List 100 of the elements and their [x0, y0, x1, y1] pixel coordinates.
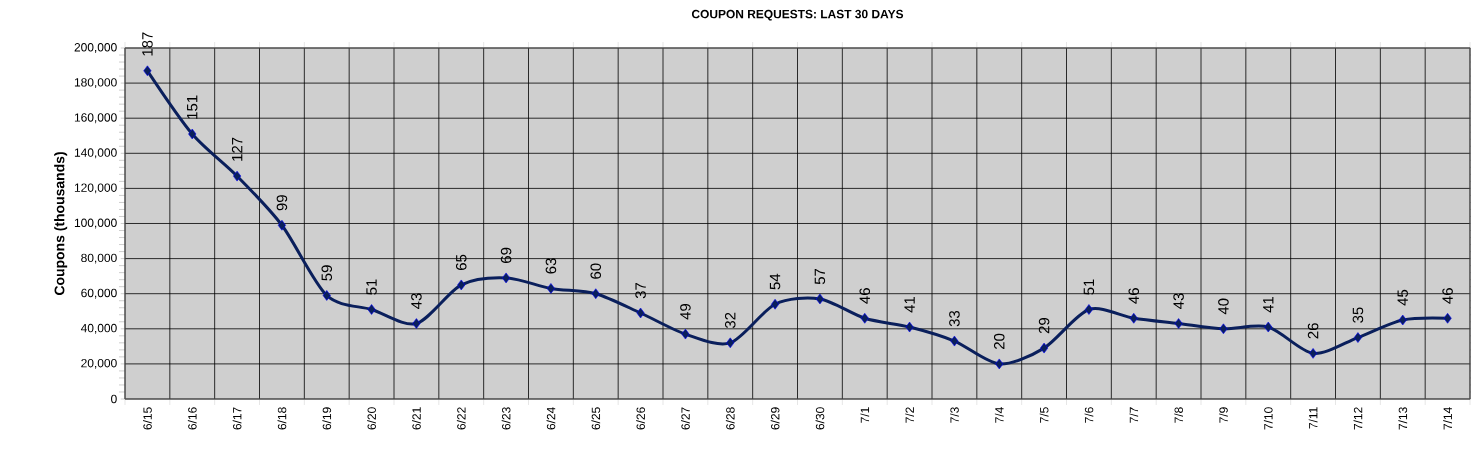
point [1219, 323, 1228, 335]
point [950, 335, 959, 347]
annotation: 33 [949, 310, 960, 327]
x-tick-label: 6/18 [277, 407, 287, 430]
point [1353, 332, 1362, 343]
y-tick-label: 160,000 [74, 113, 117, 124]
y-tick-label: 100,000 [74, 218, 117, 229]
point [905, 321, 914, 333]
x-tick-label: 6/16 [187, 407, 197, 430]
annotation: 43 [1173, 293, 1184, 309]
annotation: 187 [142, 32, 153, 56]
annotation: 29 [1038, 318, 1050, 334]
x-tick-label: 6/20 [367, 407, 376, 430]
point [726, 337, 735, 349]
x-tick-label: 7/4 [994, 407, 1004, 423]
x-tick-label: 6/29 [770, 407, 780, 430]
annotation: 69 [500, 247, 512, 263]
annotation: 49 [680, 303, 691, 320]
annotation: 60 [590, 263, 602, 279]
x-tick-label: 7/8 [1174, 407, 1183, 423]
point [277, 219, 286, 231]
point [591, 288, 600, 299]
point [546, 283, 555, 294]
annotation: 63 [545, 258, 557, 274]
x-tick-label: 7/6 [1084, 407, 1094, 423]
chart-title: COUPON REQUESTS: LAST 30 DAYS [691, 9, 904, 21]
y-tick-label: 80,000 [81, 253, 117, 264]
point [771, 298, 780, 310]
x-tick-label: 7/14 [1443, 407, 1452, 430]
annotation: 127 [231, 137, 243, 161]
y-tick-label: 0 [111, 394, 117, 404]
point [367, 304, 376, 315]
point [188, 128, 197, 140]
x-tick-label: 6/19 [322, 407, 332, 430]
point [1264, 321, 1273, 333]
x-tick-label: 6/17 [232, 407, 242, 430]
y-tick-label: 120,000 [74, 183, 117, 194]
annotation: 43 [411, 293, 422, 309]
annotation: 65 [455, 254, 467, 270]
annotation: 37 [635, 282, 646, 299]
annotation: 59 [321, 265, 333, 281]
annotation: 20 [993, 333, 1005, 349]
annotation: 54 [769, 273, 781, 290]
x-tick-label: 6/21 [412, 407, 421, 430]
point [412, 318, 421, 329]
x-tick-label: 6/23 [501, 407, 511, 430]
x-tick-label: 7/1 [860, 407, 870, 423]
x-tick-label: 7/3 [950, 407, 959, 423]
y-axis-title: Coupons (thousands) [54, 152, 68, 295]
x-tick-label: 7/2 [905, 407, 914, 423]
annotation: 51 [1083, 279, 1095, 295]
annotation: 26 [1307, 323, 1319, 339]
annotation: 41 [1263, 296, 1274, 313]
x-tick-label: 7/12 [1353, 407, 1363, 430]
point [322, 290, 331, 301]
x-tick-label: 7/11 [1308, 407, 1318, 429]
x-tick-label: 7/5 [1039, 407, 1049, 423]
point [636, 307, 645, 319]
point [1309, 348, 1318, 359]
x-tick-label: 6/22 [456, 407, 466, 430]
point [1129, 312, 1138, 324]
point [233, 170, 242, 182]
annotation: 32 [724, 312, 736, 329]
point [1084, 304, 1093, 315]
point [860, 312, 869, 324]
x-tick-label: 6/30 [815, 407, 825, 430]
annotation: 46 [1128, 288, 1140, 304]
x-tick-label: 6/28 [725, 407, 735, 430]
point [995, 358, 1004, 370]
y-tick-label: 200,000 [74, 43, 117, 53]
y-tick-label: 140,000 [74, 148, 117, 159]
annotation: 151 [187, 95, 198, 119]
point [1443, 312, 1452, 324]
annotation: 35 [1352, 307, 1364, 323]
annotation: 57 [814, 268, 826, 285]
point [502, 272, 511, 284]
annotation: 40 [1218, 298, 1229, 315]
y-tick-label: 20,000 [81, 358, 117, 369]
x-tick-label: 6/15 [143, 407, 152, 430]
point [1040, 342, 1049, 354]
y-tick-label: 40,000 [80, 323, 117, 334]
point [815, 293, 824, 305]
annotation: 45 [1397, 289, 1408, 306]
annotation: 46 [1442, 288, 1453, 304]
x-tick-label: 7/13 [1398, 407, 1408, 430]
point [143, 65, 152, 77]
x-tick-label: 6/25 [591, 407, 601, 430]
point [1398, 314, 1407, 326]
x-tick-label: 6/27 [681, 407, 690, 430]
annotation: 99 [276, 195, 288, 211]
x-tick-label: 7/7 [1129, 407, 1139, 423]
annotation: 41 [904, 296, 915, 313]
y-tick-label: 60,000 [81, 288, 117, 299]
y-tick-label: 180,000 [74, 78, 117, 89]
x-tick-label: 7/9 [1219, 407, 1228, 423]
point [1174, 318, 1183, 329]
x-tick-label: 6/24 [546, 407, 556, 430]
x-tick-label: 6/26 [636, 407, 645, 430]
point [681, 328, 690, 340]
annotation: 51 [366, 279, 377, 295]
